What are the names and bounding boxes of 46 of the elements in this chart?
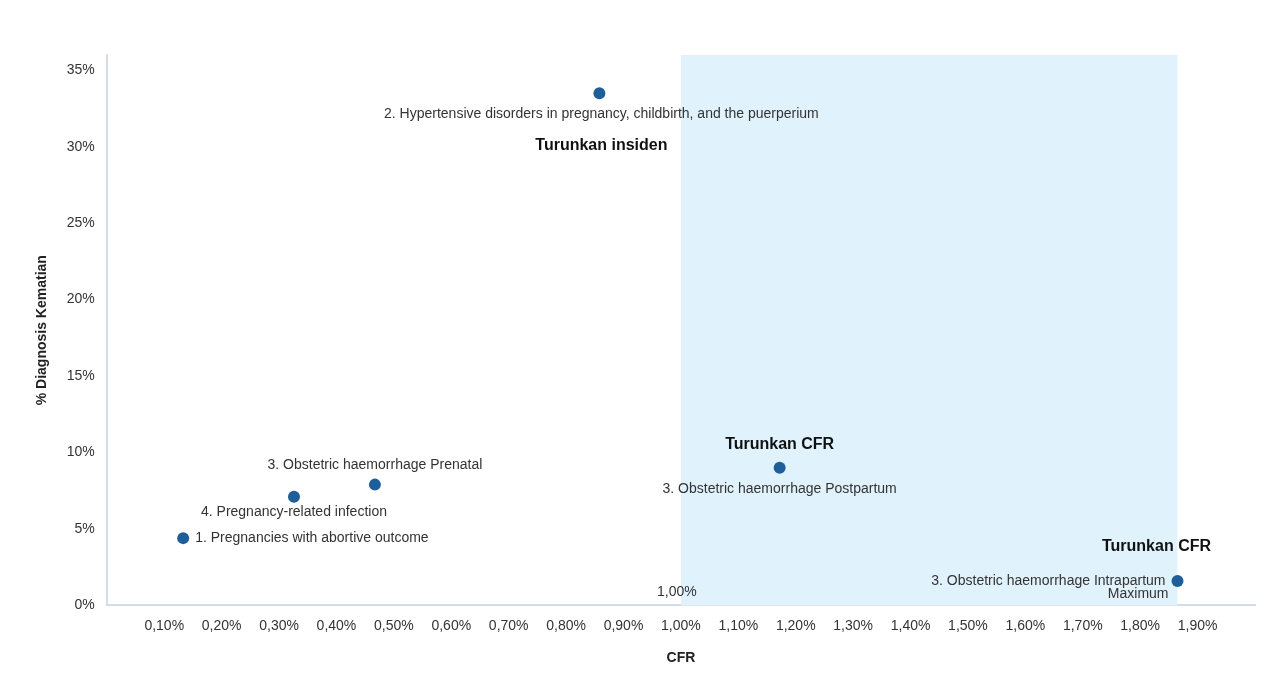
y-tick-label: 30% bbox=[66, 137, 95, 154]
annotation: 3. Obstetric haemorrhage Postpartum bbox=[662, 479, 897, 496]
annotation: 2. Hypertensive disorders in pregnancy, childbirth, and the puerperium bbox=[384, 105, 819, 122]
point bbox=[1171, 574, 1184, 587]
x-tick-label: 1,00% bbox=[661, 616, 701, 633]
x-tick-label: 0,90% bbox=[603, 616, 644, 633]
annotation: Turunkan CFR bbox=[1101, 537, 1212, 555]
annotation: 4. Pregnancy-related infection bbox=[200, 502, 387, 519]
point bbox=[773, 461, 786, 474]
x-tick-label: 1,20% bbox=[775, 616, 816, 633]
x-axis-title: CFR bbox=[666, 649, 696, 666]
y-axis-title: % Diagnosis Kematian bbox=[33, 255, 50, 406]
annotation: 3. Obstetric haemorrhage Intrapartum bbox=[931, 571, 1166, 588]
annotation: 3. Obstetric haemorrhage Prenatal bbox=[267, 456, 483, 473]
x-tick-label: 0,70% bbox=[488, 616, 529, 633]
x-tick-label: 0,80% bbox=[546, 616, 586, 633]
x-tick-label: 0,30% bbox=[259, 616, 299, 633]
y-tick-label: 0% bbox=[74, 596, 95, 613]
annotation: 1. Pregnancies with abortive outcome bbox=[195, 528, 429, 545]
y-tick-label: 25% bbox=[66, 214, 95, 231]
x-tick-label: 0,50% bbox=[374, 616, 414, 633]
x-tick-label: 1,90% bbox=[1177, 616, 1218, 633]
x-tick-label: 1,50% bbox=[948, 616, 988, 633]
y-tick-label: 15% bbox=[66, 366, 95, 383]
x-tick-label: 1,80% bbox=[1120, 616, 1161, 633]
x-tick-label: 0,20% bbox=[201, 616, 242, 633]
x-tick-label: 0,10% bbox=[144, 616, 185, 633]
point bbox=[287, 490, 300, 503]
y-tick-label: 20% bbox=[66, 290, 95, 307]
point bbox=[593, 87, 606, 100]
x-tick-label: 1,40% bbox=[890, 616, 931, 633]
x-tick-label: 1,70% bbox=[1062, 616, 1103, 633]
x-tick-label: 1,30% bbox=[833, 616, 873, 633]
x-tick-label: 1,10% bbox=[718, 616, 759, 633]
band-label: 1,00% bbox=[657, 583, 697, 600]
y-tick-label: 5% bbox=[74, 519, 95, 536]
x-tick-label: 1,60% bbox=[1005, 616, 1046, 633]
annotation: Turunkan insiden bbox=[535, 135, 668, 153]
y-tick-label: 10% bbox=[66, 443, 95, 460]
annotation: Maximum bbox=[1107, 585, 1169, 602]
x-tick-label: 0,40% bbox=[316, 616, 357, 633]
x-tick-label: 0,60% bbox=[431, 616, 472, 633]
annotation: Turunkan CFR bbox=[725, 435, 835, 453]
y-tick-label: 35% bbox=[66, 61, 95, 78]
point bbox=[177, 532, 190, 545]
point bbox=[368, 478, 381, 491]
